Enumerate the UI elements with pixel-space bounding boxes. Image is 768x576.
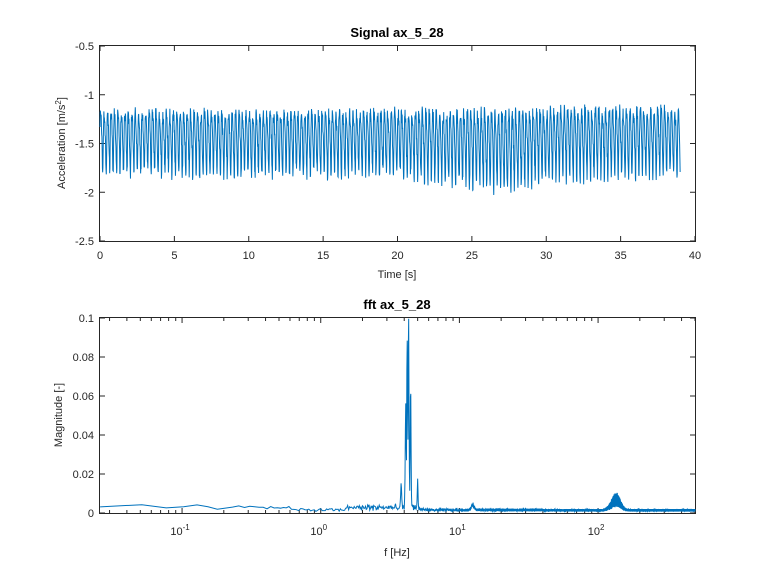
fft-y-ticks: 0 0.02 0.04 0.06 0.08 0.1 [73,313,695,520]
signal-y-ticks: -0.5 -1 -1.5 -2 -2.5 [75,41,695,248]
signal-y-tick-label: -1 [84,90,94,102]
signal-x-tick-label: 25 [466,250,478,262]
signal-chart-title: Signal ax_5_28 [350,25,443,40]
signal-y-axis-label: Acceleration [m/s2] [54,97,68,189]
fft-y-tick-label: 0.04 [73,430,94,442]
fft-y-tick-label: 0.08 [73,352,94,364]
signal-x-tick-label: 30 [540,250,552,262]
signal-x-tick-label: 35 [615,250,627,262]
signal-x-tick-label: 5 [171,250,177,262]
fft-y-tick-label: 0.06 [73,391,94,403]
signal-y-tick-label: -0.5 [75,41,94,53]
signal-x-tick-label: 40 [689,250,701,262]
fft-y-axis-label: Magnitude [-] [53,383,65,447]
fft-x-tick-label: 102 [588,523,605,538]
signal-series-line [99,104,681,195]
signal-y-tick-label: -1.5 [75,139,94,151]
signal-y-tick-label: -2 [84,187,94,199]
fft-series-line [100,318,696,514]
fft-y-tick-label: 0 [88,508,94,520]
fft-x-axis-label: f [Hz] [384,547,410,559]
fft-y-tick-label: 0.1 [79,313,94,325]
signal-x-axis-label: Time [s] [378,269,417,281]
signal-axes: 0 5 10 15 20 25 30 35 40 -0.5 -1 -1.5 -2 -2.5 Signal… [54,25,701,281]
signal-x-tick-label: 0 [97,250,103,262]
fft-chart-title: fft ax_5_28 [363,297,430,312]
signal-x-ticks: 0 5 10 15 20 25 30 35 40 [97,46,701,262]
signal-x-tick-label: 20 [391,250,403,262]
fft-x-tick-label: 10-1 [170,523,190,538]
signal-y-tick-label: -2.5 [75,236,94,248]
signal-x-tick-label: 15 [317,250,329,262]
fft-x-tick-label: 101 [449,523,466,538]
fft-plot-area [99,317,696,514]
fft-x-tick-label: 100 [310,523,327,538]
fft-y-tick-label: 0.02 [73,469,94,481]
fft-axes: 10-1 100 101 102 0 0.02 0.04 0.06 0.08 0.1 fft a… [53,297,696,559]
signal-x-tick-label: 10 [243,250,255,262]
